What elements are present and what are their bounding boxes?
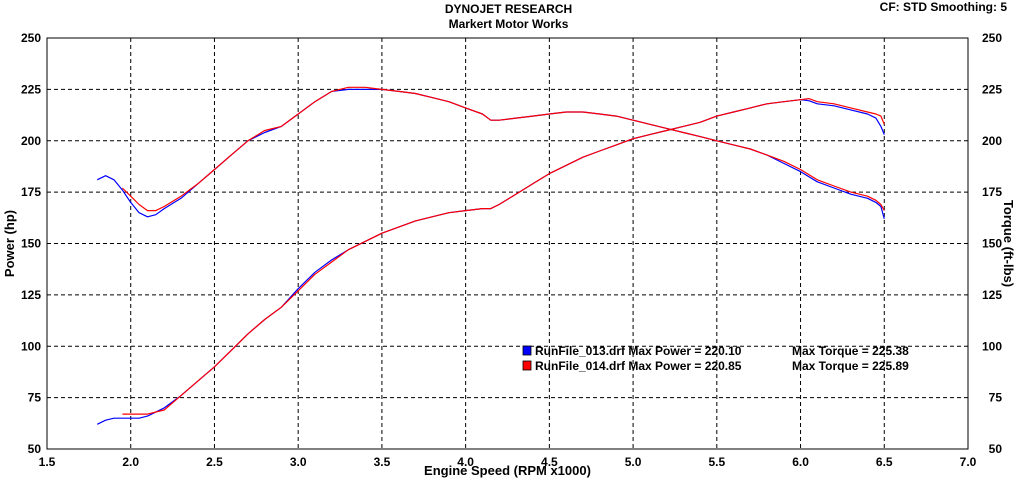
y-tick-label-left: 100 [21,339,41,353]
y-tick-label-left: 50 [28,442,42,456]
series-lines [96,86,885,425]
y-tick-label-left: 75 [28,391,42,405]
y-tick-label-left: 175 [21,185,41,199]
y-tick-label-right: 125 [982,288,1002,302]
x-tick-labels: 1.5 2.0 2.5 3.0 3.5 4.0 4.5 5.0 5.5 6.0 6.5 7.0 [39,455,977,469]
y-tick-label-left: 200 [21,134,41,148]
x-tick-label: 2.0 [122,455,139,469]
plot-frame [46,37,969,450]
y-axis-label-left: Power (hp) [2,210,17,277]
legend-swatch-runfile-013 [522,345,532,356]
x-tick-label: 1.5 [39,455,56,469]
legend-entry-runfile-013: RunFile_013.drf Max Power = 220.10 [535,344,742,358]
legend: RunFile_013.drf Max Power = 220.10 Max T… [522,344,909,373]
y-tick-label-left: 250 [21,31,41,45]
chart-title: DYNOJET RESEARCH [444,2,573,16]
y-tick-label-right: 175 [982,185,1002,199]
legend-swatch-runfile-014 [522,360,532,371]
grid-lines [47,38,968,449]
x-axis-label: Engine Speed (RPM x1000) [424,463,591,478]
y-tick-labels-right: 50 75 100 125 150 175 200 225 250 [982,31,1002,456]
y-tick-label-right: 150 [982,237,1002,251]
x-tick-label: 6.5 [876,455,893,469]
x-tick-label: 5.5 [708,455,725,469]
y-tick-label-left: 225 [21,82,41,96]
y-tick-labels-left: 50 75 100 125 150 175 200 225 250 [21,31,41,456]
correction-factor-info: CF: STD Smoothing: 5 [879,0,1007,14]
y-tick-label-left: 150 [21,237,41,251]
chart-subtitle: Markert Motor Works [448,17,569,31]
y-tick-label-right: 100 [982,339,1002,353]
legend-torque-runfile-014: Max Torque = 225.89 [792,359,909,373]
x-tick-label: 3.5 [374,455,391,469]
y-tick-label-right: 50 [989,442,1003,456]
series-line-runfile-014-drf-power [122,97,885,415]
legend-torque-runfile-013: Max Torque = 225.38 [792,344,909,358]
x-tick-label: 7.0 [960,455,977,469]
x-tick-label: 2.5 [206,455,223,469]
y-tick-label-right: 225 [982,82,1002,96]
legend-entry-runfile-014: RunFile_014.drf Max Power = 220.85 [535,359,742,373]
y-axis-label-right: Torque (ft-lbs) [1001,200,1016,287]
x-tick-label: 4.0 [457,455,474,469]
y-tick-label-right: 75 [989,391,1003,405]
series-line-runfile-014-drf-torque [121,86,885,212]
series-line-runfile-013-drf-power [96,99,885,425]
x-tick-label: 6.0 [792,455,809,469]
series-line-runfile-013-drf-torque [96,88,885,219]
y-tick-label-right: 200 [982,134,1002,148]
x-tick-label: 5.0 [625,455,642,469]
x-tick-label: 4.5 [541,455,558,469]
y-tick-label-left: 125 [21,288,41,302]
y-tick-label-right: 250 [982,31,1002,45]
x-tick-label: 3.0 [290,455,307,469]
